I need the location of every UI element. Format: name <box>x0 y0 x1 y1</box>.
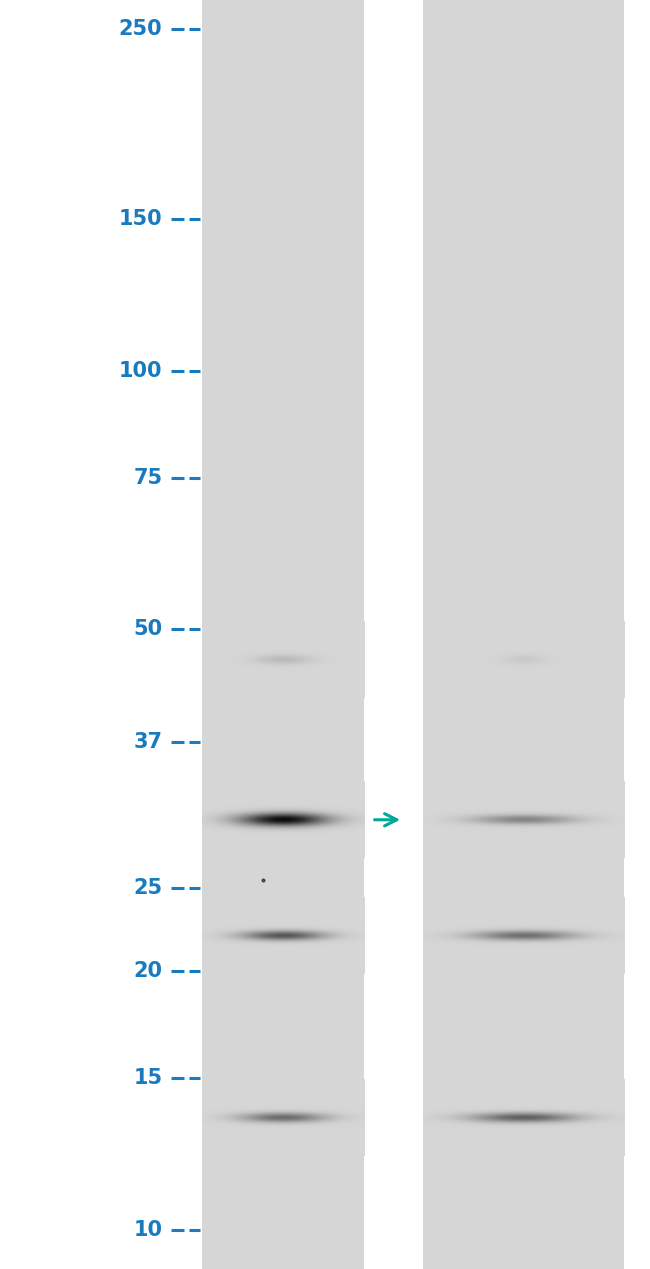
Text: 250: 250 <box>119 19 162 39</box>
Text: 15: 15 <box>133 1068 162 1089</box>
Text: 10: 10 <box>133 1220 162 1240</box>
Text: 100: 100 <box>119 360 162 381</box>
Bar <box>202 0 364 1269</box>
Text: 75: 75 <box>133 468 162 487</box>
Text: 150: 150 <box>119 209 162 230</box>
Text: 20: 20 <box>133 961 162 981</box>
Bar <box>422 0 624 1269</box>
Text: 37: 37 <box>133 731 162 751</box>
Text: 25: 25 <box>133 878 162 897</box>
Text: 50: 50 <box>133 619 162 640</box>
